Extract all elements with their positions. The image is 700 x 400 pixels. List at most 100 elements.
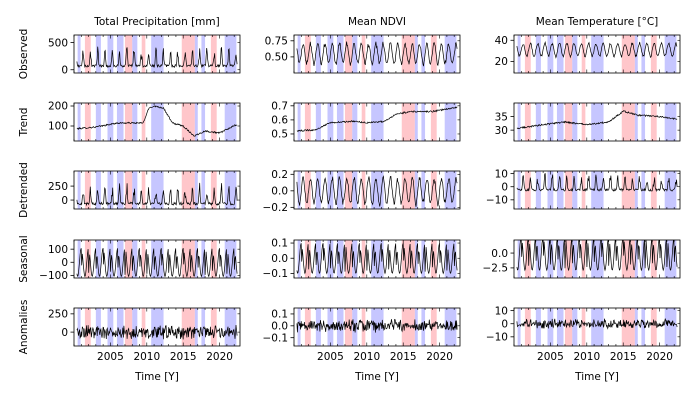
shade-blue [641,240,646,278]
y-tick-label: 0.0 [271,321,288,333]
y-tick-label: 35 [495,111,508,123]
shade-blue [556,103,564,141]
column-title-temp: Mean Temperature [°C] [536,16,659,28]
shade-blue [327,103,334,141]
y-tick-label: 0.5 [271,129,288,141]
shade-blue [634,103,638,141]
y-tick-label: 0 [501,318,508,330]
shade-blue [194,103,198,141]
shade-red [344,308,353,346]
shade-blue [297,171,301,209]
shade-blue [297,308,301,346]
shade-red [304,103,311,141]
shade-blue [116,103,124,141]
shade-blue [107,171,114,209]
shade-red [650,308,657,346]
y-tick-label: 0.6 [271,115,288,127]
shade-blue [444,240,457,278]
shade-blue [194,171,198,209]
panel-ndvi-seasonal: −0.1 0.0 0.1 [263,238,461,280]
series-line-temp-trend [516,110,678,130]
shade-blue [414,171,418,209]
shade-blue [224,103,237,141]
shade-blue [132,308,138,346]
shade-red [181,103,195,141]
shade-red [621,103,635,141]
axes-frame [293,102,461,142]
series-line-precip-seasonal [76,247,238,278]
axes-frame [293,34,461,74]
y-tick-label: −0.1 [263,332,289,344]
shade-blue [572,35,578,73]
x-tick-label: 2005 [317,351,344,363]
shade-blue [224,308,237,346]
shade-blue [151,35,164,73]
series-line-precip-anomalies [76,324,238,340]
y-tick-label: 0 [61,195,68,207]
shade-blue [517,171,521,209]
shade-blue [421,35,426,73]
shade-red [124,171,133,209]
x-axis-label: Time [Y] [134,371,179,383]
shade-blue [556,35,564,73]
shade-red [401,171,415,209]
shade-blue [95,240,101,278]
shade-red [84,103,91,141]
shade-blue [556,171,564,209]
shade-blue [634,240,638,278]
shade-blue [664,35,677,73]
shade-blue [151,308,164,346]
panel-temp-seasonal: −2.5 0.0 [483,239,681,279]
shade-blue [297,35,301,73]
shade-red [581,35,586,73]
shade-blue [107,308,114,346]
shade-blue [664,240,677,278]
y-tick-label: 250 [48,181,68,193]
y-tick-label: 20 [495,56,508,68]
panel-ndvi-anomalies: −0.10.00.1 2005 2010 2015 2020 [263,307,461,363]
axes-frame [513,34,681,74]
shade-red [210,308,217,346]
shade-blue [132,240,138,278]
shade-blue [641,308,646,346]
shade-red [361,171,366,209]
shade-red [84,240,91,278]
axes-frame [513,102,681,142]
series-line-precip-observed [76,46,238,69]
shade-blue [535,103,541,141]
y-tick-label: 0.1 [271,238,288,250]
shade-red [581,240,586,278]
x-tick-label: 2015 [610,351,637,363]
axes-frame [513,170,681,210]
y-tick-label: −2.5 [483,263,509,275]
shade-blue [547,35,554,73]
shade-blue [315,171,321,209]
shade-red [430,308,437,346]
shade-blue [517,103,521,141]
panel-precip-anomalies: 0 250 2005 2010 2015 2020 [48,307,241,363]
x-tick-label: 2015 [390,351,417,363]
shade-blue [352,35,358,73]
shade-red [401,35,415,73]
shade-blue [664,308,677,346]
shade-red [621,35,635,73]
shade-blue [224,240,237,278]
shade-red [581,103,586,141]
shade-blue [572,171,578,209]
shade-red [650,171,657,209]
y-tick-label: −0.2 [263,202,289,214]
shade-blue [591,35,604,73]
series-line-ndvi-trend [296,106,458,133]
series-line-ndvi-detrended [296,175,458,207]
y-tick-label: 0.75 [265,35,288,47]
shade-blue [201,103,206,141]
shade-red [581,308,586,346]
y-tick-label: 0.0 [271,186,288,198]
shade-red [124,35,133,73]
shade-blue [201,35,206,73]
shade-red [141,240,146,278]
series-line-precip-trend [76,105,238,137]
shade-red [430,103,437,141]
